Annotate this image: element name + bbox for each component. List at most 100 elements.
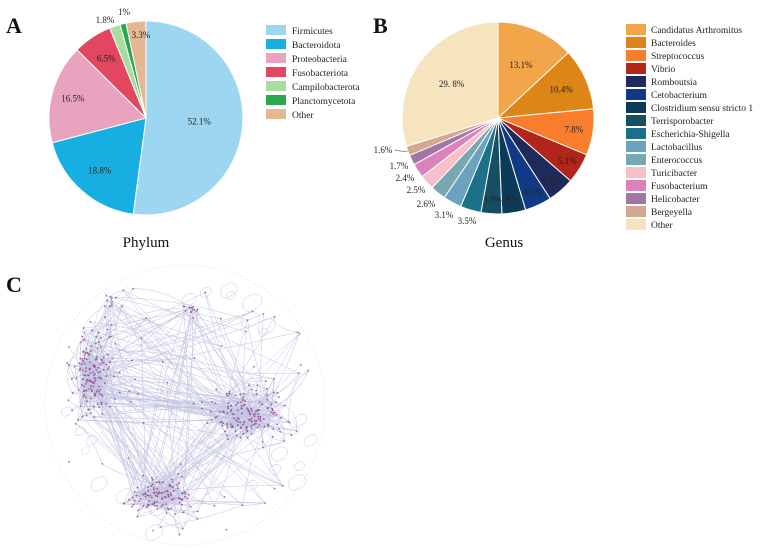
network-edge — [187, 410, 258, 499]
genus-legend-label-turicibacter: Turicibacter — [651, 169, 698, 179]
network-edge — [87, 379, 275, 489]
network-edge — [215, 417, 248, 428]
network-node — [100, 403, 103, 406]
network-node — [80, 341, 82, 343]
network-node — [252, 413, 255, 416]
network-edge — [107, 316, 275, 370]
network-nodes — [66, 287, 310, 536]
phylum-label-planctomycetota: 1% — [118, 7, 131, 17]
network-node — [66, 362, 69, 364]
network-node — [178, 482, 180, 484]
network-node — [85, 390, 88, 392]
network-node — [99, 346, 102, 348]
network-edge — [182, 306, 188, 500]
network-node — [241, 504, 244, 507]
network-node — [215, 388, 218, 391]
network-edge — [80, 329, 92, 334]
network-node — [183, 305, 186, 308]
network-node — [142, 474, 145, 477]
genus-legend-swatch-candidatus-arthromitus — [626, 24, 646, 35]
network-node — [243, 421, 246, 423]
genus-leader-line — [394, 149, 408, 152]
network-edge — [133, 288, 195, 311]
network-node — [227, 405, 229, 408]
network-node — [189, 505, 192, 508]
genus-caption: Genus — [485, 235, 523, 251]
network-node — [229, 423, 232, 425]
network-node — [249, 419, 252, 422]
network-node — [250, 407, 253, 410]
network-loop — [199, 287, 212, 298]
phylum-label-other: 3.3% — [132, 30, 151, 40]
network-loop — [220, 282, 238, 298]
network-node — [110, 305, 113, 308]
network-node — [153, 488, 156, 491]
network-node — [261, 441, 264, 443]
network-node — [236, 424, 239, 427]
network-edge — [104, 292, 107, 296]
network-loop — [85, 434, 98, 446]
network-node — [137, 393, 140, 395]
network-node — [228, 392, 231, 395]
genus-legend-label-enterococcus: Enterococcus — [651, 156, 702, 166]
network-node — [85, 358, 88, 361]
network-node — [256, 426, 259, 429]
network-node — [79, 369, 81, 371]
network-node — [83, 350, 85, 353]
network-node — [262, 446, 264, 449]
network-edge — [274, 316, 298, 333]
network-edge — [156, 485, 171, 507]
network-node — [272, 413, 275, 415]
network-node — [240, 407, 243, 410]
network-node — [104, 403, 107, 405]
network-node — [257, 415, 260, 418]
network-edge — [113, 375, 121, 393]
network-loop — [74, 426, 86, 437]
network-node — [155, 494, 157, 497]
network-edge — [84, 375, 89, 410]
network-edge — [76, 354, 85, 379]
network-node — [155, 491, 158, 494]
network-node — [94, 358, 97, 361]
network-node — [250, 433, 253, 435]
phylum-legend-swatch-proteobacteria — [266, 53, 286, 63]
network-edge — [80, 382, 95, 407]
network-node — [158, 481, 161, 484]
genus-legend-swatch-other — [626, 219, 646, 230]
network-node — [227, 402, 230, 405]
network-edge — [101, 402, 141, 499]
network-node — [170, 506, 173, 509]
network-edge — [183, 390, 257, 513]
network-edge — [99, 300, 108, 395]
network-node — [258, 409, 261, 411]
network-node — [71, 377, 73, 380]
phylum-label-campilobacterota: 1.8% — [96, 15, 115, 25]
network-node — [237, 401, 239, 404]
network-node — [257, 418, 260, 420]
network-node — [156, 507, 159, 510]
genus-label-bergeyella: 1.6% — [374, 145, 393, 155]
network-edge — [108, 298, 113, 337]
network-node — [128, 390, 131, 393]
network-node — [99, 388, 101, 391]
network-edge — [128, 458, 149, 505]
network-node — [96, 389, 99, 391]
network-node — [98, 406, 100, 409]
network-node — [94, 373, 97, 375]
network-node — [85, 396, 87, 399]
network-edge — [85, 371, 97, 392]
network-edge — [94, 300, 108, 344]
network-edge — [77, 419, 241, 438]
genus-legend-label-vibrio: Vibrio — [651, 65, 675, 75]
network-node — [103, 382, 106, 385]
network-node — [142, 493, 145, 496]
phylum-legend-label-campilobacterota: Campilobacterota — [292, 83, 360, 93]
network-node — [235, 419, 238, 421]
genus-label-helicobacter: 1.7% — [390, 161, 409, 171]
network-edge — [128, 420, 251, 500]
network-node — [94, 342, 97, 345]
network-node — [91, 329, 93, 331]
network-node — [235, 404, 237, 406]
phylum-legend-swatch-other — [266, 109, 286, 119]
network-edge — [99, 307, 192, 390]
